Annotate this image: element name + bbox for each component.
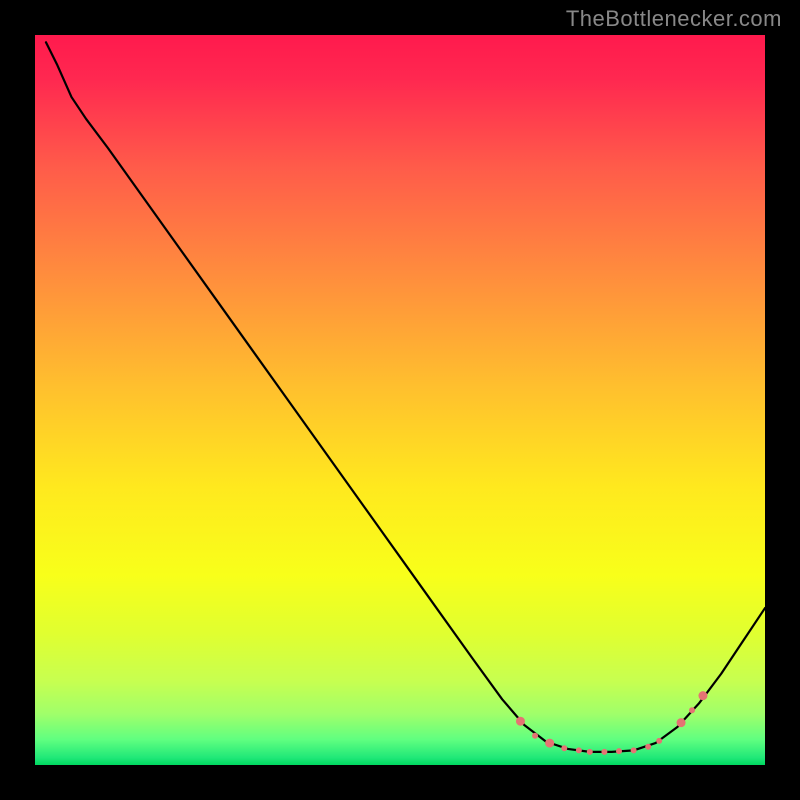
- plot-area: [35, 35, 765, 765]
- data-marker: [689, 707, 695, 713]
- chart-svg: [35, 35, 765, 765]
- data-marker: [631, 747, 637, 753]
- data-marker: [587, 749, 593, 755]
- data-marker: [698, 691, 707, 700]
- watermark-text: TheBottlenecker.com: [566, 6, 782, 32]
- data-marker: [616, 748, 622, 754]
- data-marker: [601, 749, 607, 755]
- gradient-background: [35, 35, 765, 765]
- data-marker: [532, 733, 538, 739]
- data-marker: [516, 717, 525, 726]
- data-marker: [576, 747, 582, 753]
- data-marker: [645, 744, 651, 750]
- data-marker: [677, 718, 686, 727]
- chart-frame: TheBottlenecker.com: [0, 0, 800, 800]
- data-marker: [561, 745, 567, 751]
- data-marker: [545, 739, 554, 748]
- data-marker: [656, 738, 662, 744]
